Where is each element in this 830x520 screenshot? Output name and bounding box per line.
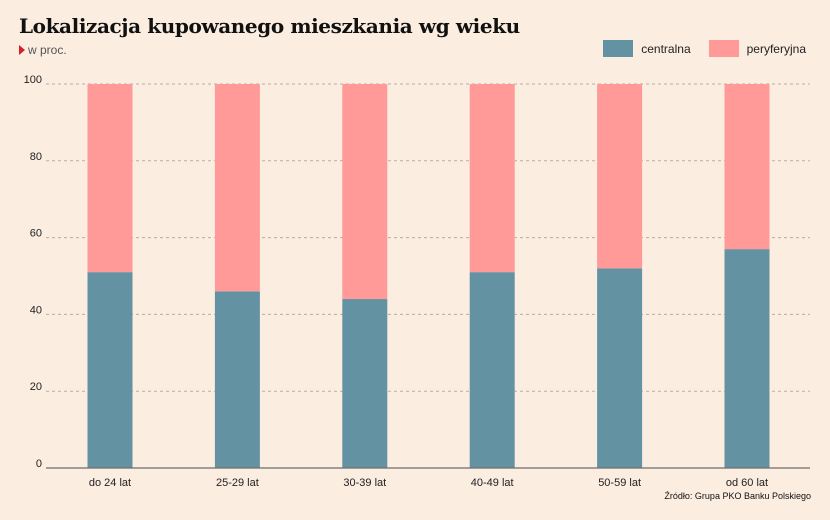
bar-centralna [87, 272, 133, 468]
chart-subtitle-text: w proc. [28, 43, 67, 57]
bar-centralna [724, 249, 770, 468]
bar-centralna [214, 291, 260, 468]
legend-label-centralna: centralna [641, 41, 691, 56]
bar-centralna [597, 268, 643, 468]
bar-centralna [342, 299, 388, 468]
bar-peryferyjna [87, 84, 133, 273]
bar-peryferyjna [214, 84, 260, 292]
x-tick-label: 40-49 lat [471, 477, 514, 489]
x-tick-label: od 60 lat [726, 477, 768, 489]
legend-item-peryferyjna: peryferyjna [708, 40, 806, 57]
chart-subtitle: w proc. [19, 43, 67, 57]
x-tick-label: do 24 lat [89, 477, 131, 489]
bar-peryferyjna [597, 84, 643, 269]
legend: centralna peryferyjna [585, 40, 806, 57]
y-tick-label: 100 [24, 74, 42, 86]
legend-swatch-peryferyjna [708, 40, 739, 57]
legend-swatch-centralna [603, 40, 634, 57]
bar-peryferyjna [724, 84, 770, 250]
source-note: Źródło: Grupa PKO Banku Polskiego [664, 491, 811, 501]
triangle-marker-icon [19, 45, 25, 55]
x-tick-label: 50-59 lat [598, 477, 641, 489]
y-tick-label: 80 [30, 151, 42, 163]
bar-centralna [469, 272, 515, 468]
y-tick-label: 40 [30, 304, 42, 316]
chart-title: Lokalizacja kupowanego mieszkania wg wie… [19, 14, 520, 38]
bar-peryferyjna [469, 84, 515, 273]
x-tick-label: 30-39 lat [343, 477, 386, 489]
bar-peryferyjna [342, 84, 388, 300]
legend-item-centralna: centralna [603, 40, 691, 57]
legend-label-peryferyjna: peryferyjna [746, 41, 806, 56]
x-tick-label: 25-29 lat [216, 477, 259, 489]
y-tick-label: 60 [30, 228, 42, 240]
y-tick-label: 0 [36, 458, 42, 470]
y-tick-label: 20 [30, 381, 42, 393]
